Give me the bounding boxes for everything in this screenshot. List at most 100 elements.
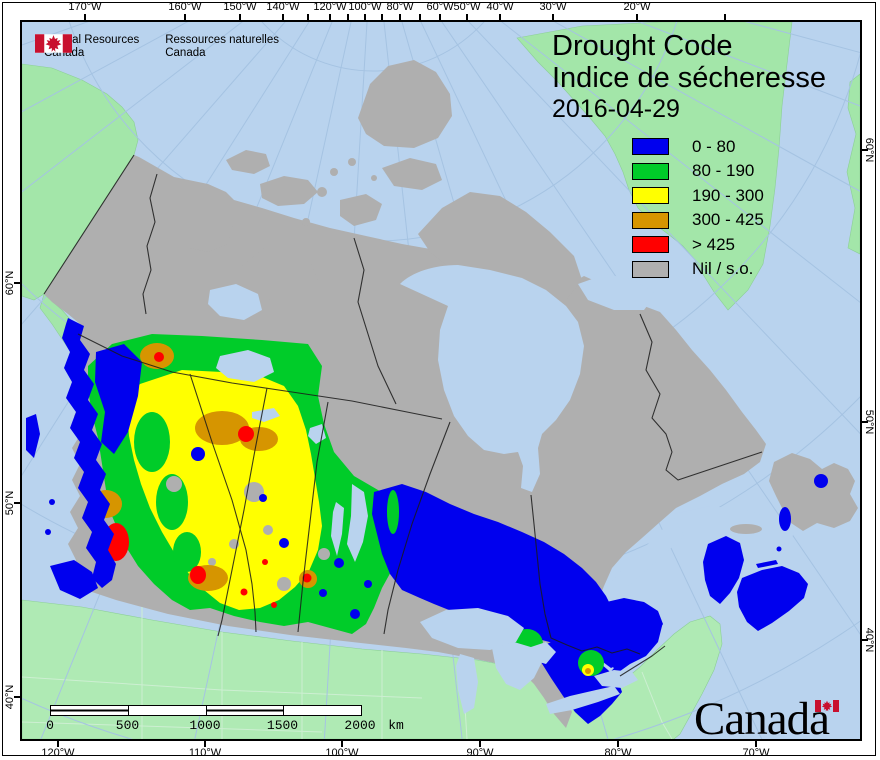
legend-swatch [632, 138, 669, 155]
title-line-en: Drought Code [552, 30, 733, 62]
axis-tick [307, 14, 309, 20]
scale-label: 500 [115, 718, 140, 733]
greenland-east-strip [846, 73, 860, 255]
axis-tick [439, 14, 441, 20]
nrcan-fr-line2: Canada [165, 47, 206, 59]
vancouver-island [50, 560, 98, 599]
map-canvas: Natural Resources Canada Ressources natu… [20, 20, 862, 741]
border-ontario-quebec [530, 494, 641, 655]
axis-tick [14, 696, 20, 698]
southern-ontario-blue [538, 638, 622, 724]
axis-tick [862, 421, 868, 423]
orange-north-alberta [195, 411, 249, 445]
axis-tick [184, 14, 186, 20]
longitude-label: 100°W [348, 1, 382, 13]
meridian-line [22, 22, 189, 113]
political-borders [43, 154, 763, 677]
axis-tick [14, 502, 20, 504]
pei-blue [756, 560, 778, 568]
ungava-bay [611, 284, 629, 300]
scale-label: 2000 [344, 718, 376, 733]
longitude-label: 110°W [188, 747, 222, 759]
legend-row: Nil / s.o. [632, 259, 764, 278]
lake-winnipegosis [331, 502, 344, 556]
green-west-ontario-sliver [387, 490, 399, 534]
border-nwt-nunavut [353, 237, 397, 405]
axis-tick [347, 14, 349, 20]
scale-segment [51, 706, 129, 715]
longitude-label: 140°W [266, 1, 300, 13]
axis-tick [499, 14, 501, 20]
magdalen-islands [776, 546, 782, 552]
longitude-label: 20°W [623, 1, 651, 13]
newfoundland [769, 453, 858, 531]
longitude-label: 60°W [426, 1, 454, 13]
melville-island [260, 176, 318, 206]
border-sask-manitoba [297, 401, 329, 633]
new-brunswick-blue [703, 536, 744, 604]
title-line-fr: Indice de sécheresse [552, 62, 827, 94]
legend-row: > 425 [632, 235, 764, 254]
lake-erie [546, 686, 620, 714]
longitude-label: 50°W [453, 1, 481, 13]
lake-huron [492, 642, 542, 690]
newfoundland-blue-patch [779, 507, 791, 531]
nova-scotia-blue [737, 566, 808, 631]
title-date: 2016-04-29 [552, 95, 680, 123]
axis-tick [724, 14, 726, 20]
nrcan-signature: Natural Resources Canada Ressources natu… [35, 34, 279, 60]
scale-label: 0 [46, 718, 54, 733]
longitude-label: 70°W [742, 747, 770, 759]
nrcan-fr-line1: Ressources naturelles [165, 34, 280, 46]
meridian-line [501, 22, 860, 303]
legend-label: 80 - 190 [692, 161, 755, 180]
wordmark-text: Canada [694, 693, 830, 741]
great-slave-lake [216, 350, 274, 382]
map-title: Drought Code Indice de sécheresse 2016-0… [552, 30, 826, 124]
legend-swatch [632, 211, 669, 229]
longitude-label: 40°W [486, 1, 514, 13]
wordmark-flag-icon [815, 700, 839, 712]
legend-row: 80 - 190 [632, 161, 764, 180]
somerset-island [340, 194, 382, 226]
haida-gwaii [26, 414, 40, 458]
scale-label: 1000 [189, 718, 221, 733]
great-bear-lake [208, 284, 262, 320]
us-state-borders [22, 606, 673, 739]
axis-tick [399, 14, 401, 20]
legend-row: 300 - 425 [632, 210, 764, 229]
hudson-bay [400, 265, 584, 492]
quebec-south-blue [580, 598, 663, 668]
border-alberta-sask [217, 387, 268, 637]
axis-tick [239, 14, 241, 20]
victoria-island [242, 248, 318, 304]
legend-row: 0 - 80 [632, 137, 764, 156]
lake-ontario [594, 670, 638, 688]
legend: 0 - 80 80 - 190 190 - 300 300 - 425 > 425 Nil… [632, 137, 764, 285]
scale-bar-rule [50, 705, 362, 716]
meridian-line [553, 22, 860, 192]
border-60n [77, 333, 443, 420]
nrcan-french: Ressources naturelles Canada [165, 34, 279, 60]
axis-tick [329, 14, 331, 20]
legend-swatch [632, 236, 669, 253]
scale-segment [206, 706, 285, 715]
border-bc-alberta [189, 373, 257, 633]
longitude-label: 80°W [604, 747, 632, 759]
newfoundland-blue-dot [814, 474, 828, 488]
axis-tick [419, 14, 421, 20]
ellesmere-island [358, 60, 452, 148]
legend-row: 190 - 300 [632, 186, 764, 205]
scale-unit: km [388, 718, 404, 733]
prince-patrick-island [226, 150, 270, 174]
devon-island [382, 158, 442, 190]
legend-swatch [632, 187, 669, 204]
atlantic-region [703, 453, 858, 631]
lake-michigan [456, 654, 478, 714]
axis-tick [364, 14, 366, 20]
axis-tick [282, 14, 284, 20]
axis-tick [636, 14, 638, 20]
red-zones [103, 352, 312, 608]
longitude-label: 80°W [386, 1, 414, 13]
